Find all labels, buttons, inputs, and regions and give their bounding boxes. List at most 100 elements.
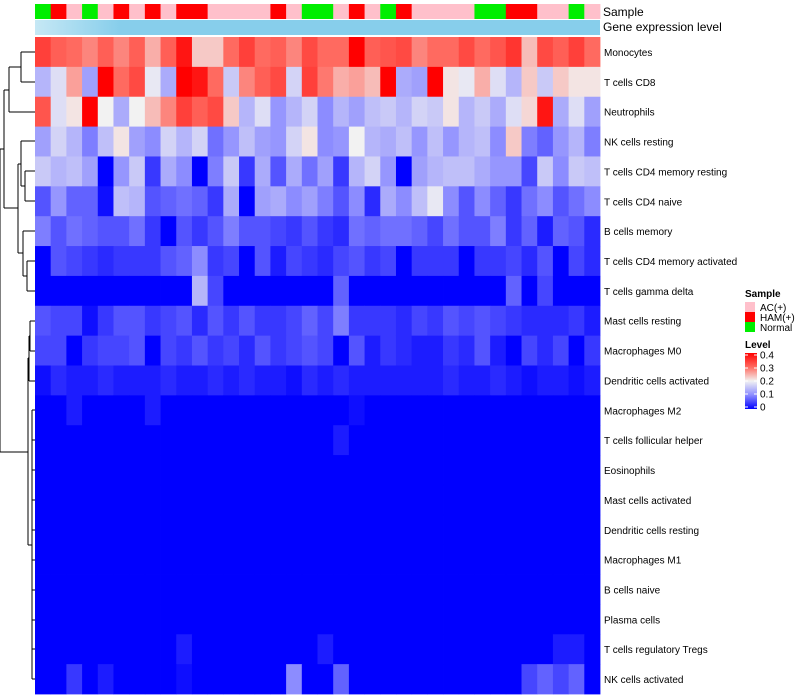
heatmap-cell (427, 395, 444, 426)
heatmap-cell (380, 484, 397, 516)
row-label: B cells naive (604, 585, 661, 596)
heatmap-cell (301, 604, 318, 635)
heatmap-cell (521, 455, 538, 486)
heatmap-cell (239, 484, 256, 516)
heatmap-cell (97, 186, 114, 217)
heatmap-cell (113, 484, 130, 516)
heatmap-cell (223, 634, 240, 665)
heatmap-cell (239, 66, 256, 98)
heatmap-cell (239, 37, 256, 68)
heatmap-cell (97, 365, 114, 396)
expression-level-bar (35, 20, 600, 35)
heatmap-cell (160, 574, 177, 605)
heatmap-cell (35, 275, 52, 307)
heatmap-cell (191, 634, 209, 665)
heatmap-cell (223, 156, 240, 187)
heatmap-cell (317, 156, 334, 187)
heatmap-cell (395, 96, 413, 127)
heatmap-cell (66, 604, 83, 635)
heatmap-cell (191, 514, 209, 546)
heatmap-cell (395, 634, 413, 665)
sample-annotation-cell (286, 4, 303, 19)
heatmap-cell (191, 66, 209, 98)
heatmap-cell (207, 664, 224, 695)
sample-annotation-cell (364, 4, 381, 19)
heatmap-cell (129, 246, 146, 277)
heatmap-cell (380, 335, 397, 366)
heatmap-cell (50, 66, 67, 98)
heatmap-cell (395, 514, 413, 546)
heatmap-cell (395, 664, 413, 695)
heatmap-cell (66, 484, 83, 516)
heatmap-cell (191, 335, 209, 366)
sample-annotation-cell (191, 4, 209, 19)
heatmap-cell (333, 574, 350, 605)
heatmap-cell (286, 186, 303, 217)
row-label: NK cells activated (604, 675, 683, 686)
sample-annotation-cell (97, 4, 114, 19)
heatmap-cell (254, 156, 271, 187)
heatmap-cell (35, 514, 52, 546)
sample-annotation-cell (129, 4, 146, 19)
legend-level-tick-label: 0.3 (760, 364, 774, 375)
heatmap-cell (458, 634, 475, 665)
heatmap-cell (129, 395, 146, 426)
heatmap-cell (427, 634, 444, 665)
heatmap-cell (584, 544, 601, 575)
heatmap-cell (144, 126, 161, 157)
heatmap-cell (82, 514, 99, 546)
heatmap-cell (521, 484, 538, 516)
heatmap-cell (160, 544, 177, 575)
heatmap-cell (411, 126, 428, 157)
heatmap-cell (223, 305, 240, 337)
heatmap-cell (364, 395, 381, 426)
heatmap-cell (50, 305, 67, 337)
heatmap-cell (113, 634, 130, 665)
heatmap-cell (458, 514, 475, 546)
heatmap-cell (490, 395, 507, 426)
heatmap-cell (317, 96, 334, 127)
heatmap-cell (584, 664, 601, 695)
heatmap-cell (176, 604, 193, 635)
heatmap-cell (474, 216, 491, 247)
heatmap-cell (66, 425, 83, 456)
heatmap-cell (333, 335, 350, 366)
heatmap-cell (395, 484, 413, 516)
heatmap-cell (50, 96, 67, 127)
heatmap-cell (286, 335, 303, 366)
heatmap-cell (348, 574, 365, 605)
heatmap-cell (490, 335, 507, 366)
heatmap-cell (411, 514, 428, 546)
heatmap-cell (380, 156, 397, 187)
heatmap-cell (207, 216, 224, 247)
sample-annotation-cell (537, 4, 554, 19)
heatmap-cell (537, 305, 554, 337)
heatmap-cell (301, 216, 318, 247)
heatmap-cell (537, 664, 554, 695)
heatmap-cell (317, 275, 334, 307)
heatmap-cell (129, 66, 146, 98)
heatmap-cell (144, 246, 161, 277)
heatmap-cell (191, 365, 209, 396)
heatmap-cell (427, 186, 444, 217)
heatmap-cell (66, 186, 83, 217)
sample-annotation-cell (411, 4, 428, 19)
heatmap-cell (66, 37, 83, 68)
heatmap-cell (82, 425, 99, 456)
heatmap-cell (239, 186, 256, 217)
heatmap-cell (490, 305, 507, 337)
heatmap-cell (474, 305, 491, 337)
heatmap-cell (113, 37, 130, 68)
heatmap-cell (286, 66, 303, 98)
heatmap-cell (443, 335, 460, 366)
heatmap-cell (129, 365, 146, 396)
heatmap-cell (380, 37, 397, 68)
row-label: Monocytes (604, 48, 652, 59)
heatmap-cell (333, 246, 350, 277)
heatmap-cell (223, 395, 240, 426)
heatmap-cell (427, 425, 444, 456)
heatmap-cell (584, 514, 601, 546)
heatmap-cell (552, 37, 570, 68)
heatmap-cell (223, 216, 240, 247)
heatmap-cell (207, 335, 224, 366)
